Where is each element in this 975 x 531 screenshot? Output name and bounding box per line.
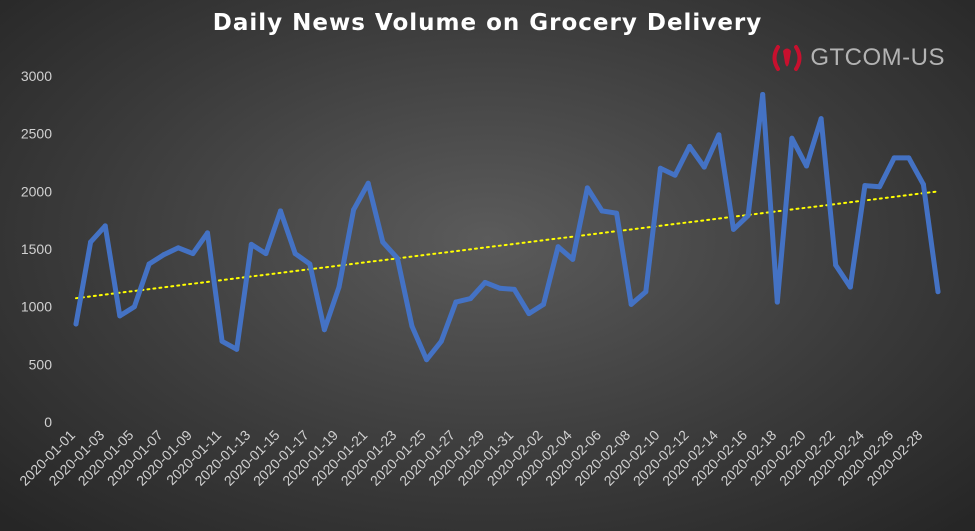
data-point	[657, 165, 663, 171]
data-point	[453, 299, 459, 305]
y-tick-label: 2500	[21, 126, 52, 142]
data-point	[438, 338, 444, 344]
data-point	[570, 256, 576, 262]
data-point	[789, 135, 795, 141]
data-point	[774, 299, 780, 305]
data-point	[847, 284, 853, 290]
data-point	[555, 244, 561, 250]
data-point	[409, 323, 415, 329]
data-point	[614, 210, 620, 216]
data-point	[102, 223, 108, 229]
data-point	[336, 284, 342, 290]
data-point	[380, 239, 386, 245]
y-axis: 0 500 1000 1500 2000 2500 3000	[21, 68, 52, 430]
data-point	[394, 255, 400, 261]
data-point	[716, 132, 722, 138]
data-point	[117, 313, 123, 319]
data-point	[643, 289, 649, 295]
y-tick-label: 1000	[21, 299, 52, 315]
data-point	[687, 143, 693, 149]
data-point	[365, 180, 371, 186]
y-tick-label: 0	[44, 414, 52, 430]
data-point	[424, 357, 430, 363]
data-point	[628, 301, 634, 307]
data-point	[175, 245, 181, 251]
gtcom-logo: GTCOM-US	[770, 42, 945, 74]
trendline	[75, 190, 939, 300]
data-point	[584, 185, 590, 191]
data-point	[263, 251, 269, 257]
data-point	[497, 285, 503, 291]
data-point	[760, 91, 766, 97]
gtcom-logo-icon	[772, 45, 802, 71]
chart-title: Daily News Volume on Grocery Delivery	[212, 10, 763, 36]
data-point	[321, 327, 327, 333]
data-point	[541, 301, 547, 307]
data-point	[292, 251, 298, 257]
data-point	[511, 286, 517, 292]
y-tick-label: 1500	[21, 241, 52, 257]
data-point	[804, 163, 810, 169]
data-point	[467, 296, 473, 302]
data-point	[599, 208, 605, 214]
data-point	[818, 116, 824, 122]
data-point	[833, 262, 839, 268]
data-point	[131, 304, 137, 310]
data-point	[526, 311, 532, 317]
data-point	[278, 208, 284, 214]
data-point	[234, 346, 240, 352]
x-axis: 2020-01-012020-01-032020-01-052020-01-07…	[16, 427, 925, 489]
data-point	[482, 279, 488, 285]
data-point	[146, 261, 152, 267]
data-point	[906, 155, 912, 161]
data-point	[877, 184, 883, 190]
data-point	[190, 251, 196, 257]
data-point	[701, 164, 707, 170]
data-point	[88, 239, 94, 245]
data-point	[307, 261, 313, 267]
data-point	[891, 155, 897, 161]
y-tick-label: 500	[29, 356, 53, 372]
data-point	[920, 181, 926, 187]
data-point	[730, 226, 736, 232]
data-point	[351, 207, 357, 213]
logo-text: GTCOM-US	[810, 44, 945, 71]
plot-area	[73, 91, 941, 363]
y-tick-label: 3000	[21, 68, 52, 84]
data-point	[672, 172, 678, 178]
data-point	[161, 252, 167, 258]
data-point	[862, 183, 868, 189]
data-point	[73, 321, 79, 327]
y-tick-label: 2000	[21, 183, 52, 199]
data-point	[204, 230, 210, 236]
series-line	[73, 92, 941, 363]
data-point	[745, 213, 751, 219]
data-point	[219, 338, 225, 344]
data-point	[935, 289, 941, 295]
data-point	[248, 241, 254, 247]
